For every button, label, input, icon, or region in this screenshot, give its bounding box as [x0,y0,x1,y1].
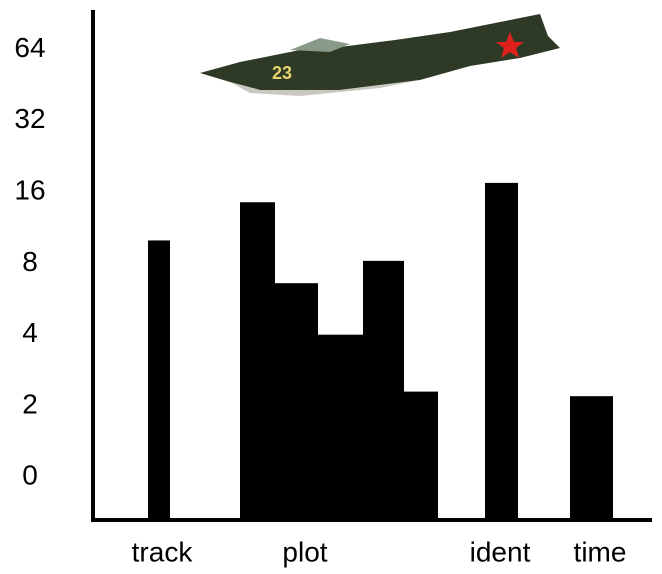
y-tick-label: 8 [22,246,38,277]
y-tick-label: 4 [22,317,38,348]
bar [240,202,275,520]
bar [148,240,170,520]
y-tick-label: 64 [14,32,45,63]
bar [318,334,363,520]
bar [485,182,518,521]
y-tick-label: 2 [22,388,38,419]
jet-belly [230,80,420,96]
x-tick-label: time [574,536,627,567]
jet-star [496,32,524,58]
jet-label: 23 [272,63,292,83]
bar [363,260,404,520]
x-tick-label: ident [470,536,531,567]
bar [404,391,438,520]
jet-body [200,14,560,90]
bar [275,283,318,520]
y-tick-label: 16 [14,175,45,206]
x-tick-label: plot [282,536,327,567]
y-tick-label: 32 [14,103,45,134]
y-tick-label: 0 [22,460,38,491]
jet-canopy [290,38,350,52]
jet-image: 23 [200,14,560,96]
bar [570,396,613,520]
x-tick-label: track [132,536,194,567]
